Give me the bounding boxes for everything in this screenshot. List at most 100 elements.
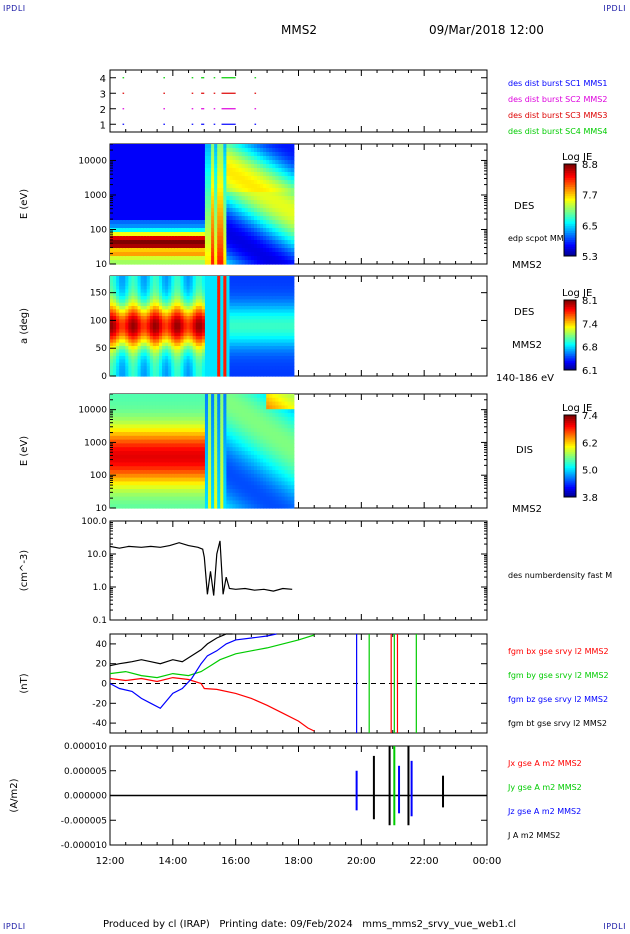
heatmap-cell bbox=[110, 240, 114, 245]
heatmap-cell bbox=[137, 492, 142, 498]
heatmap-cell bbox=[269, 359, 273, 364]
heatmap-cell bbox=[149, 349, 154, 354]
heatmap-cell bbox=[192, 309, 197, 314]
heatmap-cell bbox=[281, 224, 286, 229]
heatmap-cell bbox=[201, 458, 206, 463]
heatmap-cell bbox=[110, 451, 114, 456]
heatmap-cell bbox=[223, 312, 227, 317]
heatmap-cell bbox=[113, 232, 117, 237]
heatmap-cell bbox=[143, 481, 148, 486]
heatmap-cell bbox=[217, 144, 221, 149]
heatmap-cell bbox=[155, 212, 160, 217]
heatmap-cell bbox=[201, 176, 206, 181]
heatmap-cell bbox=[137, 244, 142, 249]
heatmap-cell bbox=[159, 339, 163, 344]
heatmap-cell bbox=[165, 212, 169, 217]
heatmap-cell bbox=[195, 216, 200, 221]
heatmap-cell bbox=[275, 339, 280, 344]
heatmap-cell bbox=[232, 188, 237, 193]
heatmap-cell bbox=[244, 152, 249, 157]
heatmap-cell bbox=[155, 439, 160, 444]
heatmap-cell bbox=[162, 435, 166, 441]
heatmap-cell bbox=[284, 196, 289, 201]
heatmap-cell bbox=[125, 152, 129, 157]
heatmap-cell bbox=[241, 329, 246, 334]
heatmap-cell bbox=[119, 339, 123, 344]
heatmap-cell bbox=[275, 362, 280, 367]
heatmap-cell bbox=[159, 432, 163, 437]
heatmap-cell bbox=[177, 356, 182, 360]
heatmap-cell bbox=[229, 309, 234, 314]
heatmap-cell bbox=[152, 504, 157, 509]
heatmap-cell bbox=[192, 359, 197, 364]
heatmap-cell bbox=[152, 447, 157, 452]
heatmap-cell bbox=[204, 366, 209, 370]
heatmap-cell bbox=[235, 352, 240, 357]
heatmap-cell bbox=[192, 282, 197, 287]
heatmap-cell bbox=[113, 200, 117, 205]
heatmap-cell bbox=[113, 224, 117, 229]
heatmap-cell bbox=[119, 220, 123, 225]
heatmap-cell bbox=[217, 240, 221, 245]
heatmap-cell bbox=[110, 306, 114, 310]
heatmap-cell bbox=[110, 216, 114, 221]
heatmap-cell bbox=[143, 289, 148, 294]
heatmap-cell bbox=[244, 359, 249, 364]
heatmap-cell bbox=[229, 296, 234, 300]
heatmap-cell bbox=[119, 435, 123, 441]
heatmap-cell bbox=[235, 332, 240, 337]
heatmap-cell bbox=[192, 319, 197, 324]
heatmap-cell bbox=[244, 286, 249, 290]
heatmap-cell bbox=[284, 349, 289, 354]
heatmap-cell bbox=[116, 326, 120, 330]
heatmap-cell bbox=[253, 252, 258, 257]
heatmap-cell bbox=[217, 228, 221, 233]
heatmap-cell bbox=[171, 256, 175, 261]
heatmap-cell bbox=[214, 220, 218, 225]
heatmap-cell bbox=[253, 339, 258, 344]
heatmap-cell bbox=[232, 309, 237, 314]
heatmap-cell bbox=[278, 192, 283, 197]
heatmap-cell bbox=[223, 220, 227, 225]
heatmap-cell bbox=[223, 244, 227, 249]
heatmap-cell bbox=[186, 260, 191, 265]
heatmap-cell bbox=[275, 248, 280, 253]
heatmap-cell bbox=[214, 302, 218, 307]
heatmap-cell bbox=[278, 322, 283, 327]
colorbar-cell bbox=[564, 322, 576, 325]
heatmap-cell bbox=[232, 359, 237, 364]
heatmap-cell bbox=[119, 500, 123, 505]
heatmap-cell bbox=[198, 458, 203, 463]
heatmap-cell bbox=[281, 372, 286, 377]
heatmap-cell bbox=[146, 362, 151, 367]
heatmap-cell bbox=[195, 462, 200, 467]
heatmap-cell bbox=[152, 196, 157, 201]
heatmap-cell bbox=[171, 416, 175, 422]
heatmap-cell bbox=[217, 299, 221, 304]
heatmap-cell bbox=[174, 366, 178, 370]
heatmap-cell bbox=[198, 248, 203, 253]
heatmap-cell bbox=[119, 244, 123, 249]
heatmap-cell bbox=[137, 316, 142, 320]
heatmap-cell bbox=[152, 492, 157, 498]
heatmap-cell bbox=[159, 489, 163, 494]
heatmap-cell bbox=[180, 289, 185, 294]
heatmap-cell bbox=[287, 216, 292, 221]
heatmap-cell bbox=[137, 432, 142, 437]
heatmap-cell bbox=[119, 192, 123, 197]
heatmap-cell bbox=[260, 316, 264, 320]
heatmap-cell bbox=[278, 260, 283, 265]
heatmap-cell bbox=[134, 420, 139, 425]
heatmap-cell bbox=[232, 256, 237, 261]
heatmap-cell bbox=[241, 282, 246, 287]
heatmap-cell bbox=[152, 244, 157, 249]
heatmap-cell bbox=[119, 346, 123, 350]
heatmap-cell bbox=[263, 172, 267, 177]
heatmap-cell bbox=[125, 196, 129, 201]
heatmap-cell bbox=[198, 420, 203, 425]
heatmap-cell bbox=[223, 160, 227, 165]
colorbar-cell bbox=[564, 244, 576, 248]
heatmap-cell bbox=[253, 289, 258, 294]
heatmap-cell bbox=[183, 216, 188, 221]
heatmap-cell bbox=[149, 319, 154, 324]
